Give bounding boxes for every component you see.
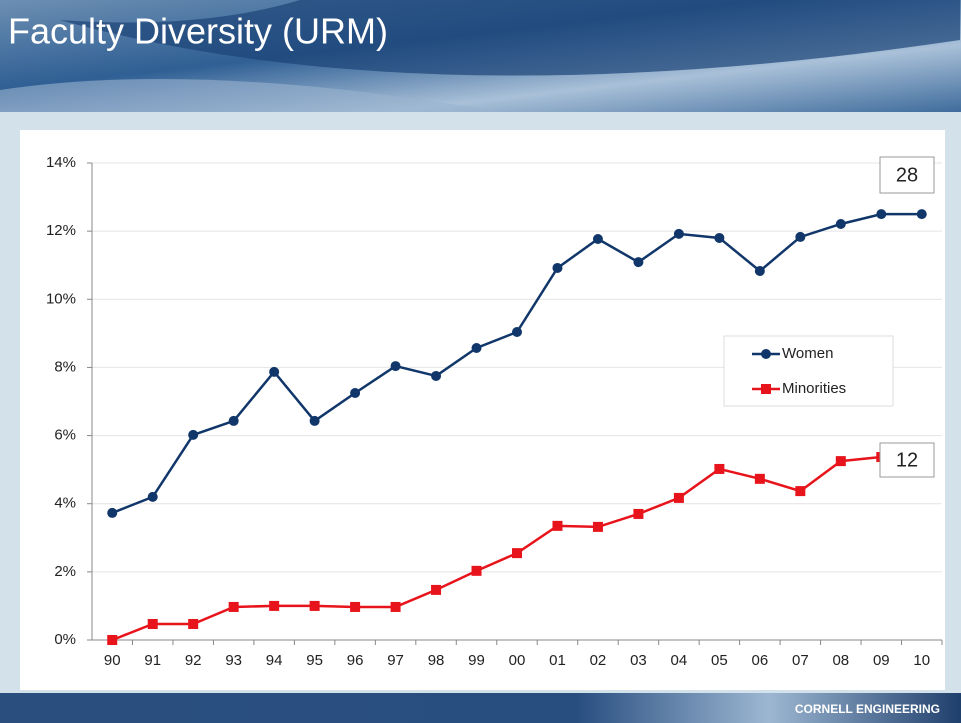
data-point xyxy=(674,493,684,503)
y-tick-label: 6% xyxy=(54,427,76,444)
data-point xyxy=(229,416,239,426)
x-tick-label: 97 xyxy=(387,652,404,669)
x-tick-label: 04 xyxy=(671,652,688,669)
chart: Faculty Diversity (URM) CORNELL ENGINEER… xyxy=(0,0,961,723)
y-tick-label: 10% xyxy=(46,290,76,307)
data-point xyxy=(350,388,360,398)
data-point xyxy=(917,209,927,219)
data-point xyxy=(552,521,562,531)
data-point xyxy=(148,492,158,502)
data-point xyxy=(512,327,522,337)
x-tick-label: 94 xyxy=(266,652,283,669)
data-point xyxy=(876,209,886,219)
data-point xyxy=(391,361,401,371)
data-point xyxy=(552,263,562,273)
data-point xyxy=(755,474,765,484)
data-point xyxy=(593,234,603,244)
y-tick-label: 0% xyxy=(54,631,76,648)
data-point xyxy=(148,619,158,629)
data-point xyxy=(714,464,724,474)
x-tick-label: 06 xyxy=(752,652,769,669)
slide-title: Faculty Diversity (URM) xyxy=(8,11,388,52)
data-point xyxy=(269,601,279,611)
data-point xyxy=(431,371,441,381)
data-point xyxy=(229,602,239,612)
y-tick-label: 4% xyxy=(54,495,76,512)
y-tick-label: 2% xyxy=(54,563,76,580)
data-point xyxy=(836,219,846,229)
legend: Women Minorities xyxy=(724,336,893,406)
x-tick-label: 92 xyxy=(185,652,202,669)
data-point xyxy=(269,367,279,377)
x-tick-label: 95 xyxy=(306,652,323,669)
x-tick-label: 10 xyxy=(913,652,930,669)
x-tick-label: 08 xyxy=(832,652,849,669)
data-point xyxy=(795,232,805,242)
x-tick-label: 91 xyxy=(144,652,161,669)
annotation: 28 xyxy=(896,164,918,186)
data-point xyxy=(310,416,320,426)
data-point xyxy=(391,602,401,612)
x-tick-label: 93 xyxy=(225,652,242,669)
data-point xyxy=(836,456,846,466)
x-tick-label: 07 xyxy=(792,652,809,669)
x-tick-label: 09 xyxy=(873,652,890,669)
annotation: 12 xyxy=(896,449,918,471)
x-tick-label: 96 xyxy=(347,652,364,669)
x-tick-label: 00 xyxy=(509,652,526,669)
x-tick-label: 03 xyxy=(630,652,647,669)
data-point xyxy=(755,266,765,276)
x-tick-label: 98 xyxy=(428,652,445,669)
data-point xyxy=(188,430,198,440)
data-point xyxy=(107,508,117,518)
data-point xyxy=(350,602,360,612)
data-point xyxy=(714,233,724,243)
data-point xyxy=(633,257,643,267)
data-point xyxy=(431,585,441,595)
y-tick-label: 8% xyxy=(54,358,76,375)
data-point xyxy=(472,566,482,576)
data-point xyxy=(310,601,320,611)
data-point xyxy=(633,509,643,519)
data-point xyxy=(472,343,482,353)
data-point xyxy=(107,635,117,645)
x-tick-label: 99 xyxy=(468,652,485,669)
chart-area xyxy=(20,130,945,690)
data-point xyxy=(188,619,198,629)
data-point xyxy=(512,548,522,558)
y-tick-label: 12% xyxy=(46,222,76,239)
legend-label: Minorities xyxy=(782,380,846,397)
legend-marker xyxy=(761,349,771,359)
footer-text: CORNELL ENGINEERING xyxy=(795,702,940,716)
x-tick-label: 02 xyxy=(590,652,607,669)
y-tick-label: 14% xyxy=(46,154,76,171)
legend-label: Women xyxy=(782,345,833,362)
x-tick-label: 05 xyxy=(711,652,728,669)
data-point xyxy=(593,522,603,532)
legend-marker xyxy=(761,384,771,394)
data-point xyxy=(674,229,684,239)
data-point xyxy=(795,486,805,496)
x-tick-label: 90 xyxy=(104,652,121,669)
slide: Faculty Diversity (URM) CORNELL ENGINEER… xyxy=(0,0,961,723)
x-tick-label: 01 xyxy=(549,652,566,669)
